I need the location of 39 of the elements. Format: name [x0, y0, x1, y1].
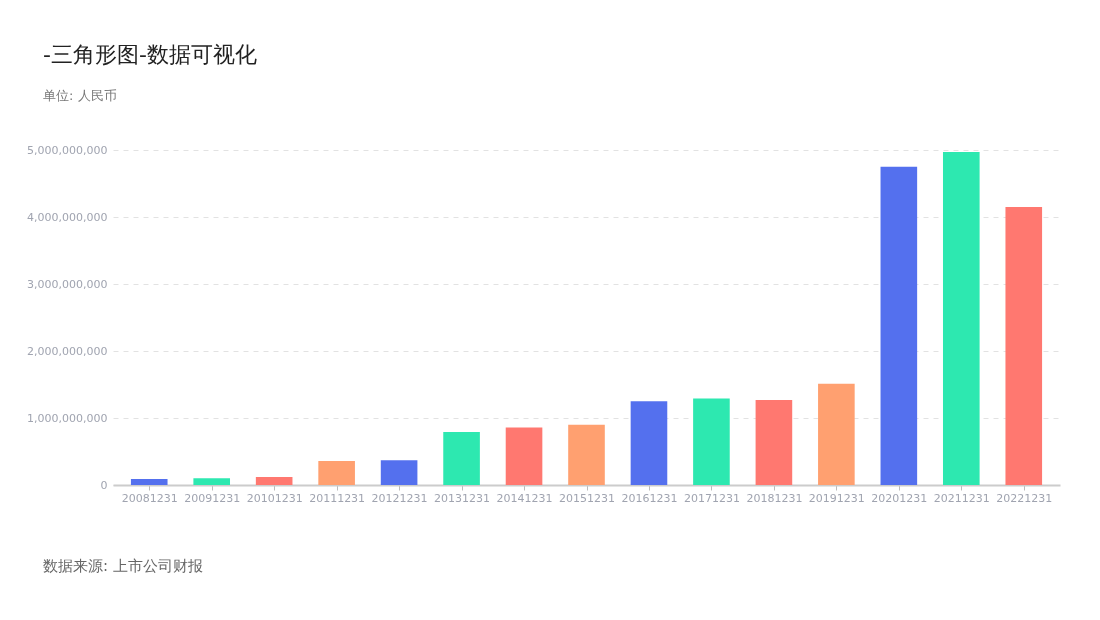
y-tick-label: 3,000,000,000	[27, 277, 108, 291]
bar	[193, 478, 231, 485]
y-tick-label: 2,000,000,000	[27, 344, 108, 358]
x-tick-label: 20131231	[434, 491, 491, 505]
x-tick-label: 20221231	[996, 491, 1053, 505]
x-tick-label: 20151231	[559, 491, 615, 505]
x-tick-label: 20201231	[871, 491, 928, 505]
x-tick-label: 20111231	[309, 491, 366, 505]
bar	[318, 460, 355, 485]
bar	[942, 152, 980, 485]
bar	[568, 424, 605, 485]
y-tick-label: 0	[100, 478, 108, 492]
bar	[505, 427, 543, 485]
x-tick-label: 20101231	[246, 491, 303, 505]
y-tick-label: 5,000,000,000	[27, 143, 108, 157]
bar	[443, 432, 480, 485]
chart-title: -三角形图-数据可视化	[43, 41, 257, 69]
bar	[818, 383, 855, 485]
bar	[255, 476, 293, 485]
bar	[1005, 206, 1043, 485]
x-tick-label: 20141231	[496, 491, 553, 505]
x-tick-label: 20171231	[683, 491, 740, 505]
x-tick-label: 20191231	[808, 491, 865, 505]
bar	[130, 478, 168, 485]
bar	[380, 460, 418, 485]
x-tick-label: 20121231	[371, 491, 428, 505]
y-tick-label: 4,000,000,000	[27, 210, 108, 224]
x-tick-label: 20181231	[746, 491, 803, 505]
bar	[693, 398, 730, 485]
chart-subtitle: 单位: 人民币	[43, 87, 117, 105]
bar	[755, 399, 793, 485]
source-note: 数据来源: 上市公司财报	[43, 557, 203, 576]
x-tick-label: 20161231	[621, 491, 678, 505]
y-tick-label: 1,000,000,000	[27, 411, 108, 425]
bar	[880, 166, 918, 485]
bar	[630, 401, 668, 485]
x-tick-label: 20081231	[121, 491, 178, 505]
x-tick-label: 20211231	[933, 491, 990, 505]
x-tick-label: 20091231	[184, 491, 241, 505]
